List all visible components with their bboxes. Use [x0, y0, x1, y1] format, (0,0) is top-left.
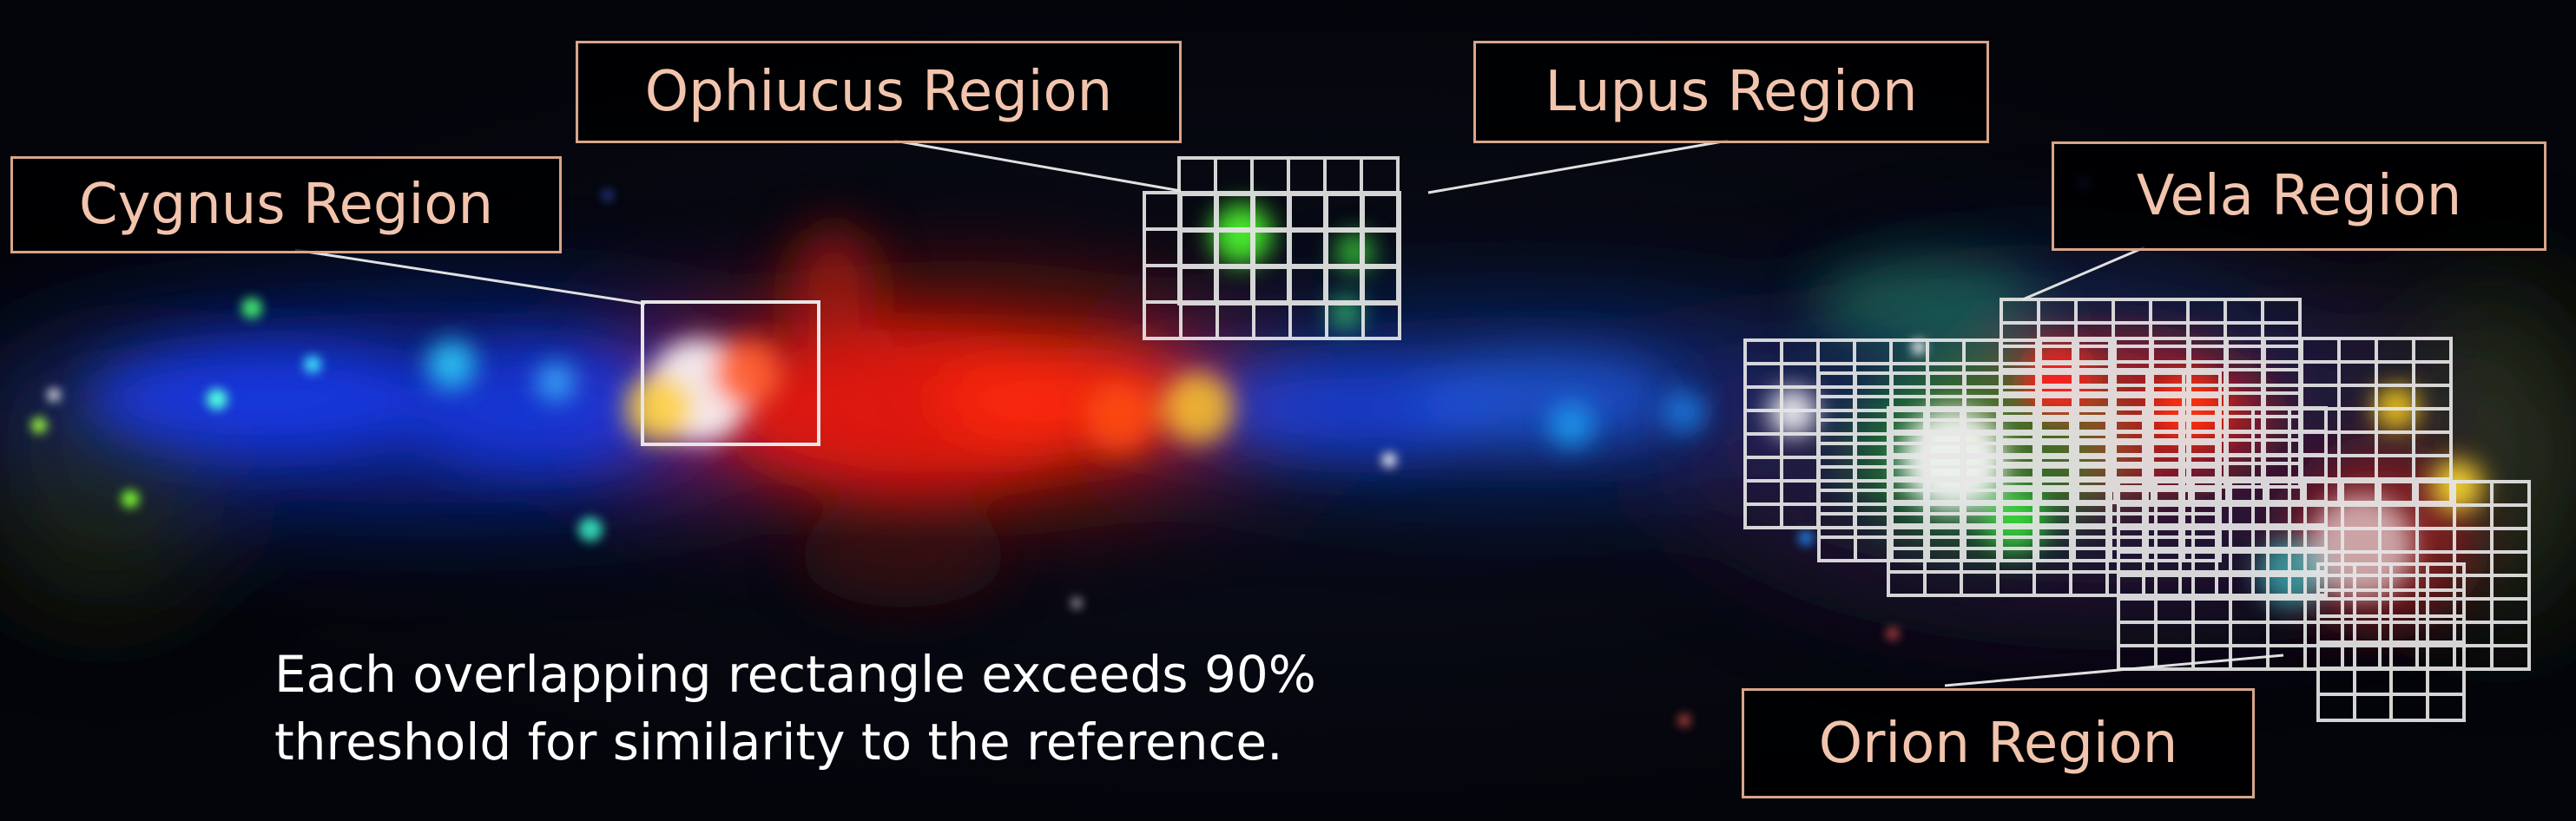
similarity-rectangle [1360, 156, 1400, 196]
similarity-rectangle [2191, 621, 2232, 647]
cygnus-rectangle [641, 300, 820, 446]
similarity-rectangle [2353, 693, 2393, 722]
similarity-rectangle [1287, 193, 1327, 233]
caption-line-1: Each overlapping rectangle exceeds 90% [274, 645, 1316, 704]
similarity-rectangle [1177, 229, 1217, 269]
similarity-rectangle [2229, 621, 2270, 647]
similarity-rectangle [1252, 264, 1292, 304]
similarity-rectangle [1214, 156, 1254, 196]
similarity-rectangle [2117, 621, 2158, 647]
similarity-rectangle [1214, 266, 1254, 305]
similarity-rectangle [1287, 266, 1327, 305]
similarity-rectangle [2389, 693, 2429, 722]
similarity-rectangle [2378, 644, 2419, 671]
similarity-rectangle [1288, 227, 1328, 267]
similarity-rectangle [1216, 264, 1255, 304]
similarity-rectangle [2191, 644, 2232, 671]
similarity-rectangle [1360, 266, 1400, 305]
similarity-rectangle [2490, 644, 2531, 671]
similarity-rectangle [1361, 264, 1401, 304]
vela-region-label-text: Vela Region [2136, 164, 2462, 228]
similarity-rectangle [1177, 266, 1217, 305]
similarity-rectangle [2288, 570, 2328, 597]
vela-orion-grid [1743, 298, 2531, 722]
ophiucus-lupus-grid [1143, 156, 1401, 340]
similarity-rectangle [1179, 264, 1219, 304]
similarity-rectangle [2117, 644, 2158, 671]
similarity-rectangle [1250, 266, 1290, 305]
similarity-rectangle [1323, 156, 1363, 196]
similarity-rectangle [2353, 667, 2393, 696]
similarity-rectangle [2154, 621, 2195, 647]
ophiucus-region-label: Ophiucus Region [576, 41, 1182, 143]
similarity-rectangle [1143, 227, 1183, 267]
similarity-rectangle [1216, 300, 1255, 340]
similarity-rectangle [2341, 644, 2382, 671]
similarity-rectangle [1323, 193, 1363, 233]
cygnus-region-label: Cygnus Region [10, 156, 562, 253]
similarity-rectangle [1179, 191, 1219, 231]
similarity-rectangle [2266, 621, 2307, 647]
similarity-rectangle [1288, 191, 1328, 231]
caption-line-2: threshold for similarity to the referenc… [274, 713, 1283, 772]
similarity-rectangle [1325, 191, 1365, 231]
cygnus-region-label-text: Cygnus Region [78, 173, 494, 237]
similarity-rectangle [1288, 264, 1328, 304]
similarity-rectangle [2453, 644, 2494, 671]
similarity-rectangle [2389, 667, 2429, 696]
similarity-rectangle [1177, 156, 1217, 196]
similarity-rectangle [2426, 667, 2466, 696]
vela-region-label: Vela Region [2052, 141, 2546, 251]
ophiucus-region-label-text: Ophiucus Region [644, 60, 1113, 124]
similarity-rectangle [1361, 300, 1401, 340]
lupus-region-label: Lupus Region [1473, 41, 1989, 143]
similarity-rectangle [1252, 300, 1292, 340]
similarity-rectangle [2426, 693, 2466, 722]
similarity-rectangle [1325, 264, 1365, 304]
similarity-rectangle [1177, 193, 1217, 233]
similarity-rectangle [1360, 193, 1400, 233]
similarity-rectangle [1143, 191, 1183, 231]
pointer-lines [294, 139, 2284, 687]
similarity-rectangle [2303, 644, 2344, 671]
similarity-rectangle [2490, 621, 2531, 647]
similarity-rectangle [1143, 264, 1183, 304]
similarity-rectangle [2316, 667, 2356, 696]
similarity-rectangle [1287, 156, 1327, 196]
similarity-rectangle [1287, 229, 1327, 269]
similarity-rectangle [2412, 477, 2453, 504]
similarity-rectangle [1361, 191, 1401, 231]
similarity-rectangle [2316, 693, 2356, 722]
orion-region-label: Orion Region [1742, 688, 2255, 798]
similarity-rectangle [1250, 156, 1290, 196]
caption: Each overlapping rectangle exceeds 90% t… [274, 640, 1316, 776]
lupus-region-label-text: Lupus Region [1545, 60, 1918, 124]
orion-region-label-text: Orion Region [1818, 711, 2178, 776]
similarity-rectangle [2426, 614, 2466, 644]
similarity-rectangle [2415, 644, 2456, 671]
